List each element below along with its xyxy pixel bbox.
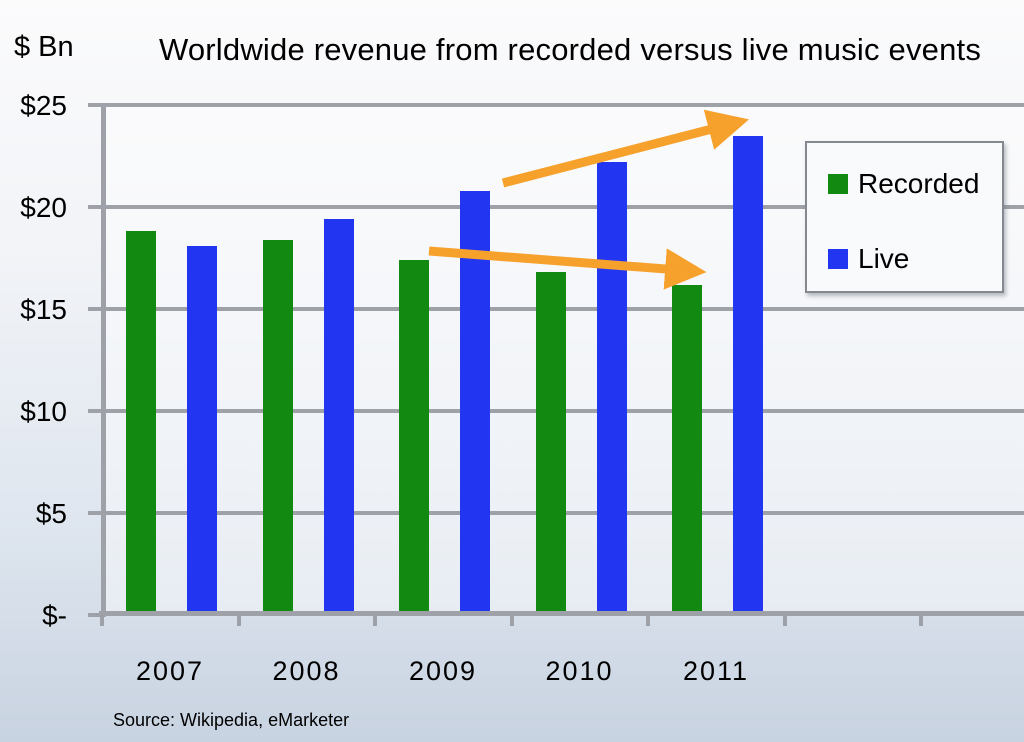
bar-live-2011 xyxy=(733,135,763,615)
y-axis-tick xyxy=(88,205,103,209)
y-axis-unit-label: $ Bn xyxy=(14,31,74,63)
x-axis-label-2008: 2008 xyxy=(272,656,341,686)
gridline-25 xyxy=(102,103,1024,107)
x-axis-label-2009: 2009 xyxy=(408,656,478,686)
bar-recorded-2009 xyxy=(399,260,429,615)
y-axis-tick xyxy=(88,103,103,107)
x-axis-label-2007: 2007 xyxy=(135,656,205,686)
bar-live-2009 xyxy=(460,190,490,615)
x-axis-label-2011: 2011 xyxy=(682,656,750,686)
gridline-20 xyxy=(102,205,1024,209)
legend: Recorded Live xyxy=(805,141,1004,293)
y-axis-label: $5 xyxy=(35,498,67,529)
source-note: Source: Wikipedia, eMarketer xyxy=(113,710,350,730)
x-axis-tick xyxy=(373,615,377,626)
x-axis-tick xyxy=(509,615,514,626)
bar-recorded-2008 xyxy=(262,239,293,615)
x-axis-tick xyxy=(646,615,650,626)
x-axis-tick xyxy=(919,615,923,626)
bar-recorded-2007 xyxy=(126,231,156,615)
bar-live-2010 xyxy=(596,162,627,615)
legend-swatch-live xyxy=(828,249,848,269)
x-axis-tick xyxy=(782,615,787,626)
y-axis-line xyxy=(101,104,106,617)
legend-swatch-recorded xyxy=(828,174,848,194)
legend-item-live: Live xyxy=(828,241,909,277)
bar-live-2007 xyxy=(187,245,217,615)
legend-label-recorded: Recorded xyxy=(858,168,980,199)
bar-live-2008 xyxy=(323,219,354,615)
legend-item-recorded: Recorded xyxy=(828,166,979,202)
x-axis-tick xyxy=(236,615,241,626)
legend-label-live: Live xyxy=(858,243,910,274)
bar-recorded-2011 xyxy=(672,284,702,615)
y-axis-label: $25 xyxy=(20,90,67,121)
y-axis-tick xyxy=(88,511,103,515)
x-axis-label-2010: 2010 xyxy=(545,656,614,686)
chart-title: Worldwide revenue from recorded versus l… xyxy=(158,32,982,67)
y-axis-label: $- xyxy=(42,600,67,631)
y-axis-tick xyxy=(88,409,103,413)
y-axis-label: $20 xyxy=(20,192,67,223)
x-axis-line xyxy=(99,611,1024,616)
bar-recorded-2010 xyxy=(535,272,566,615)
y-axis-tick xyxy=(88,613,103,617)
y-axis-label: $10 xyxy=(20,396,67,427)
y-axis-label: $15 xyxy=(20,294,67,325)
y-axis-tick xyxy=(88,307,103,311)
x-axis-tick xyxy=(100,615,104,626)
